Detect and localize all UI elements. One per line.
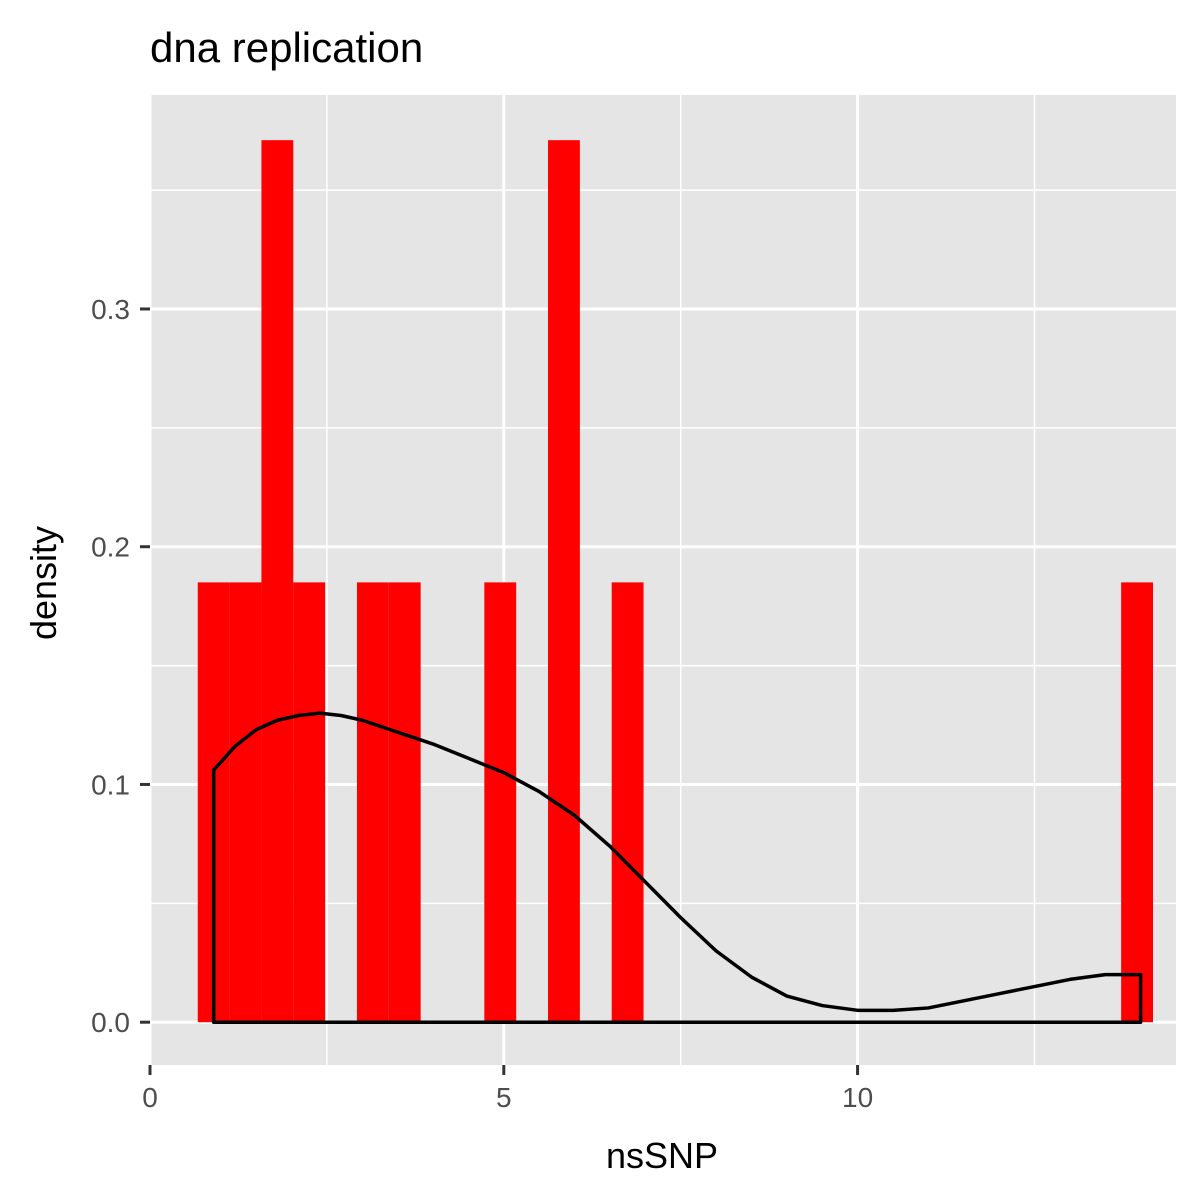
x-tick-label: 10 [842,1082,873,1113]
y-tick-label: 0.1 [91,769,130,800]
y-axis: 0.0 0.1 0.2 0.3 [91,294,150,1038]
histogram-bar-4 [293,582,326,1023]
y-tick-label: 0.2 [91,532,130,563]
histogram-bar-10 [1121,582,1154,1023]
chart-title: dna replication [150,24,423,71]
x-tick-label: 5 [496,1082,512,1113]
histogram-bar-6 [388,582,421,1023]
histogram-bar-7 [484,582,517,1023]
histogram-bar-2 [229,582,262,1023]
x-axis-label: nsSNP [606,1135,718,1176]
histogram-bar-8 [548,140,580,1023]
histogram-bar-5 [356,582,389,1023]
histogram-bar-3 [261,140,294,1023]
histogram-bars [197,140,1154,1023]
y-axis-label: density [23,526,64,640]
density-curve [211,711,1143,1024]
y-tick-label: 0.0 [91,1007,130,1038]
y-tick-label: 0.3 [91,294,130,325]
x-axis: 0 5 10 [142,1065,873,1113]
histogram-bar-9 [611,582,644,1023]
x-tick-label: 0 [142,1082,158,1113]
